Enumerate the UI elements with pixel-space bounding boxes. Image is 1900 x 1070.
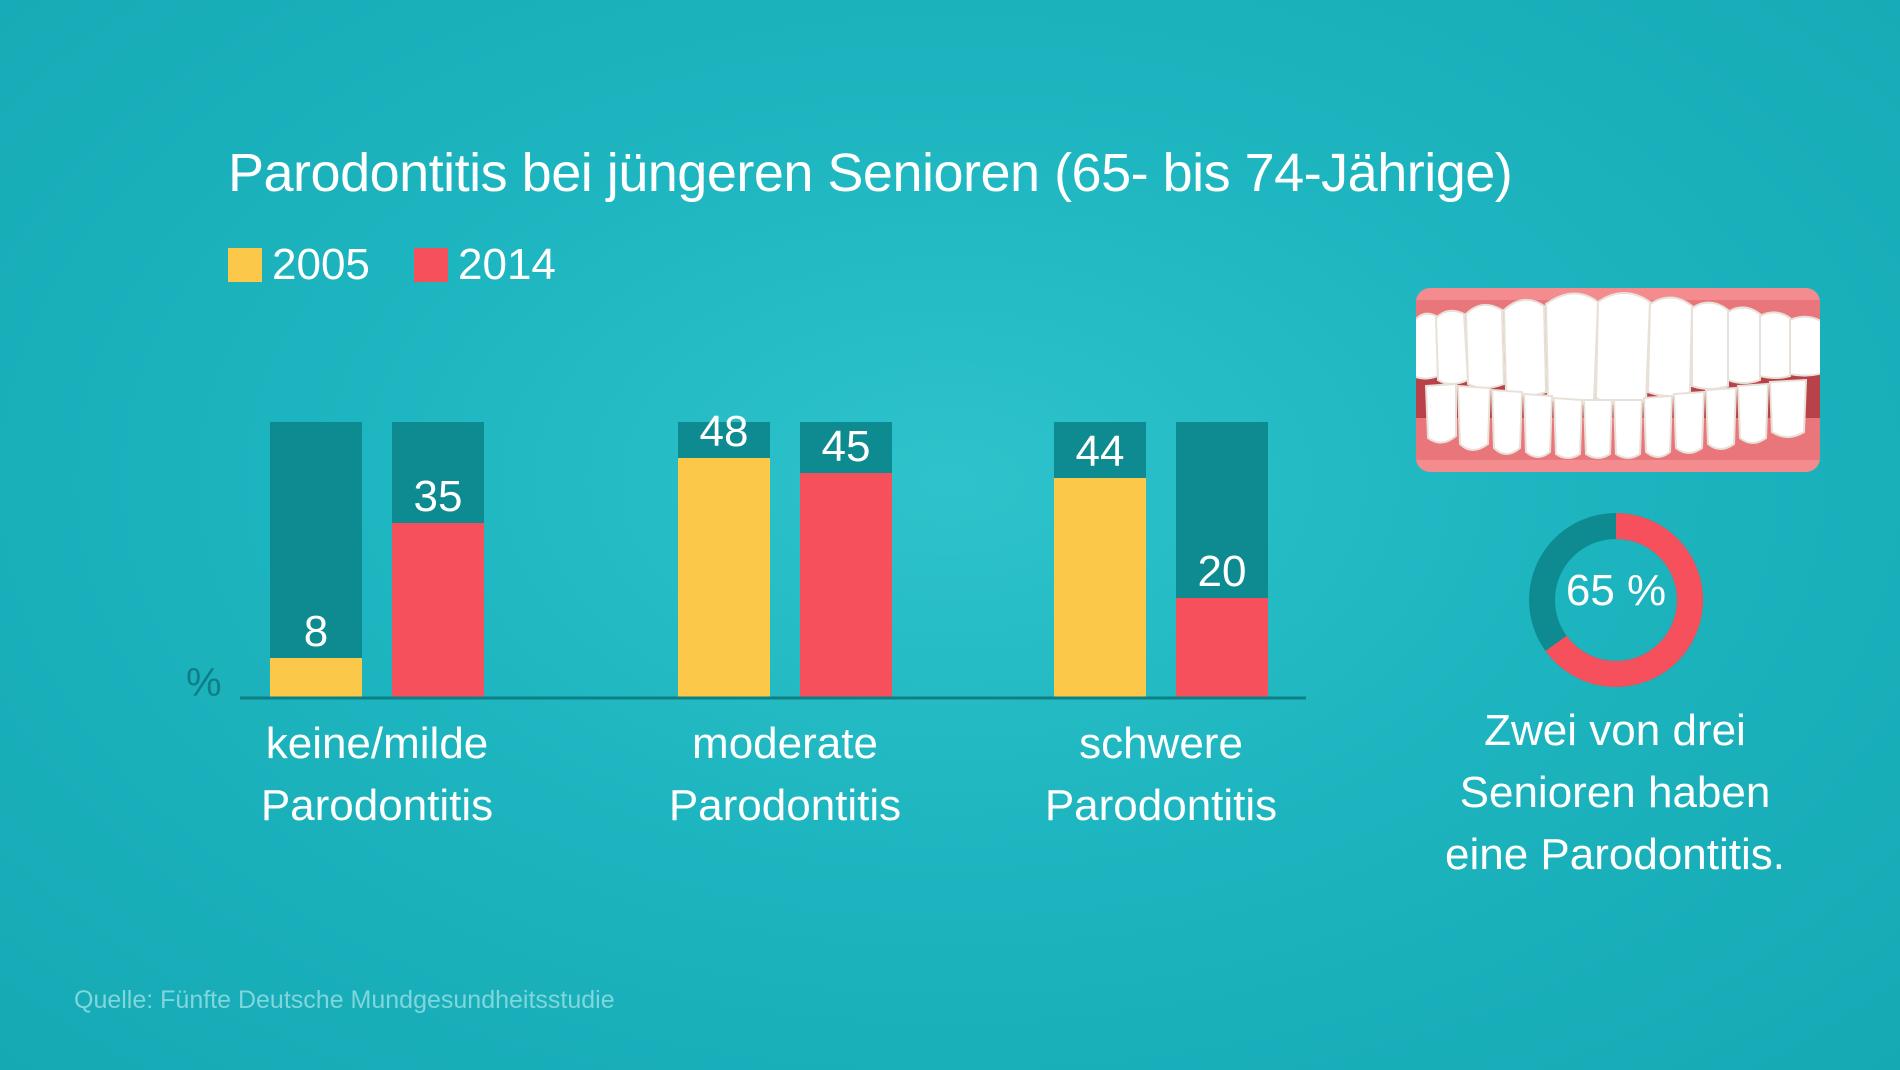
bar-2014-3 <box>1176 598 1268 698</box>
legend-swatch-2014 <box>414 248 448 282</box>
data-label: 35 <box>414 472 463 521</box>
legend-label-2014: 2014 <box>458 240 556 289</box>
category-label: Parodontitis <box>261 781 493 830</box>
bar-2014-1 <box>392 523 484 698</box>
legend-item-2005: 2005 <box>228 240 370 290</box>
unit-label: % <box>186 661 222 705</box>
donut-arc <box>1529 513 1703 687</box>
bar-2014-2 <box>800 473 892 698</box>
category-label: keine/milde <box>266 719 489 768</box>
legend-item-2014: 2014 <box>414 240 556 290</box>
category-label: Parodontitis <box>669 781 901 830</box>
donut-chart <box>1529 513 1703 687</box>
data-label: 20 <box>1198 547 1247 596</box>
teeth-illustration <box>1416 288 1820 472</box>
legend-label-2005: 2005 <box>272 240 370 289</box>
bar-2005-2 <box>678 458 770 698</box>
donut-label: 65 % <box>1565 566 1667 615</box>
data-label: 44 <box>1076 427 1125 476</box>
data-label: 8 <box>304 607 328 656</box>
category-label: Parodontitis <box>1045 781 1277 830</box>
caption-line-3: eine Parodontitis. <box>1445 830 1785 879</box>
teeth-icon <box>1416 288 1820 472</box>
bar-chart: 8 35 keine/milde Parodontitis 48 45 moderate Pa… <box>186 407 1306 830</box>
bar-2005-1 <box>270 658 362 698</box>
bar-2005-3 <box>1054 478 1146 698</box>
side-caption: Zwei von drei Senioren haben eine Parodo… <box>1415 700 1815 886</box>
source-note: Quelle: Fünfte Deutsche Mundgesundheitss… <box>74 986 615 1014</box>
bar-track <box>270 422 362 698</box>
caption-line-1: Zwei von drei <box>1484 706 1746 755</box>
chart-title: Parodontitis bei jüngeren Senioren (65- … <box>228 143 1513 203</box>
category-label: moderate <box>692 719 878 768</box>
category-label: schwere <box>1079 719 1243 768</box>
data-label: 48 <box>700 407 749 456</box>
caption-line-2: Senioren haben <box>1459 768 1771 817</box>
data-label: 45 <box>822 422 871 471</box>
legend-swatch-2005 <box>228 248 262 282</box>
